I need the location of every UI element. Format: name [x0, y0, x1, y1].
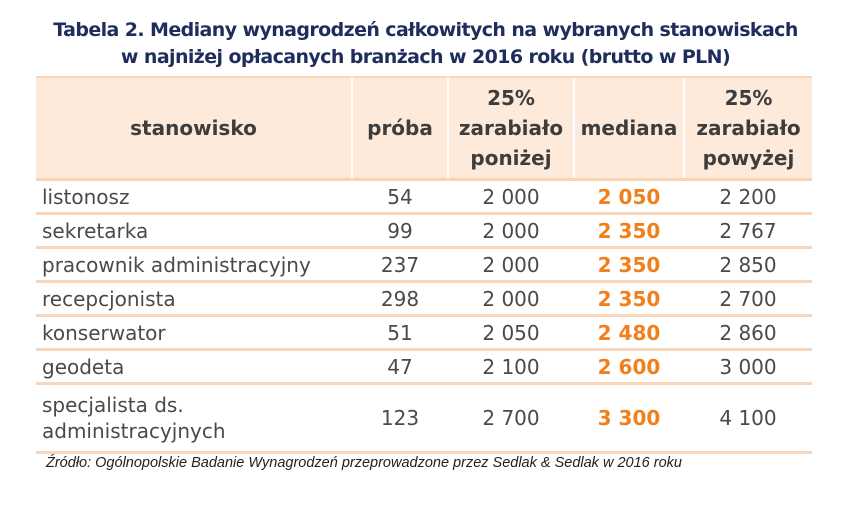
cell-proba: 47: [352, 349, 448, 385]
cell-proba: 237: [352, 247, 448, 283]
cell-stanowisko: konserwator: [36, 315, 352, 351]
cell-proba: 54: [352, 179, 448, 215]
cell-mediana: 2 350: [574, 213, 684, 249]
cell-stanowisko: recepcjonista: [36, 281, 352, 317]
cell-p75: 3 000: [684, 349, 812, 385]
cell-stanowisko-line1: specjalista ds.: [42, 393, 184, 417]
table-row: specjalista ds. administracyjnych 123 2 …: [36, 383, 812, 454]
source-note: Źródło: Ogólnopolskie Badanie Wynagrodze…: [46, 455, 682, 471]
cell-p75: 4 100: [684, 383, 812, 454]
table-row: recepcjonista 298 2 000 2 350 2 700: [36, 281, 812, 317]
header-p25-line1: 25%: [487, 86, 535, 110]
cell-p75: 2 200: [684, 179, 812, 215]
cell-proba: 123: [352, 383, 448, 454]
cell-stanowisko: sekretarka: [36, 213, 352, 249]
cell-mediana: 2 050: [574, 179, 684, 215]
cell-mediana: 2 350: [574, 247, 684, 283]
cell-p25: 2 700: [448, 383, 574, 454]
header-p75-line3: powyżej: [702, 146, 795, 170]
header-stanowisko: stanowisko: [36, 76, 352, 181]
cell-proba: 298: [352, 281, 448, 317]
cell-stanowisko: geodeta: [36, 349, 352, 385]
header-p75-line2: zarabiało: [696, 116, 801, 140]
header-mediana: mediana: [573, 76, 684, 181]
cell-p25: 2 000: [448, 179, 574, 215]
title-line-1: Tabela 2. Mediany wynagrodzeń całkowityc…: [53, 19, 798, 41]
cell-p25: 2 000: [448, 247, 574, 283]
header-p75-line1: 25%: [724, 86, 773, 110]
header-proba: próba: [351, 76, 448, 181]
cell-p75: 2 767: [684, 213, 812, 249]
cell-mediana: 2 480: [574, 315, 684, 351]
cell-p25: 2 000: [448, 213, 574, 249]
title-line-2: w najniżej opłacanych branżach w 2016 ro…: [120, 46, 731, 68]
cell-p25: 2 000: [448, 281, 574, 317]
table-row: sekretarka 99 2 000 2 350 2 767: [36, 213, 812, 249]
cell-p25: 2 100: [448, 349, 574, 385]
header-p25: 25% zarabiało poniżej: [447, 76, 574, 181]
header-p25-line2: zarabiało: [458, 116, 564, 140]
table-row: konserwator 51 2 050 2 480 2 860: [36, 315, 812, 351]
cell-proba: 99: [352, 213, 448, 249]
header-p75: 25% zarabiało powyżej: [683, 76, 812, 181]
cell-mediana: 3 300: [574, 383, 684, 454]
table-row: geodeta 47 2 100 2 600 3 000: [36, 349, 812, 385]
cell-mediana: 2 600: [574, 349, 684, 385]
cell-stanowisko: pracownik administracyjny: [36, 247, 352, 283]
cell-p25: 2 050: [448, 315, 574, 351]
table-row: listonosz 54 2 000 2 050 2 200: [36, 179, 812, 215]
cell-stanowisko: listonosz: [36, 179, 352, 215]
cell-p75: 2 860: [684, 315, 812, 351]
cell-mediana: 2 350: [574, 281, 684, 317]
table-header-row: stanowisko próba 25% zarabiało poniżej m…: [36, 76, 812, 181]
table-title: Tabela 2. Mediany wynagrodzeń całkowityc…: [0, 17, 851, 71]
cell-stanowisko: specjalista ds. administracyjnych: [36, 383, 352, 454]
cell-p75: 2 850: [684, 247, 812, 283]
cell-proba: 51: [352, 315, 448, 351]
cell-stanowisko-line2: administracyjnych: [42, 419, 226, 443]
table-row: pracownik administracyjny 237 2 000 2 35…: [36, 247, 812, 283]
salary-table: stanowisko próba 25% zarabiało poniżej m…: [36, 76, 812, 454]
header-p25-line3: poniżej: [470, 146, 552, 170]
cell-p75: 2 700: [684, 281, 812, 317]
